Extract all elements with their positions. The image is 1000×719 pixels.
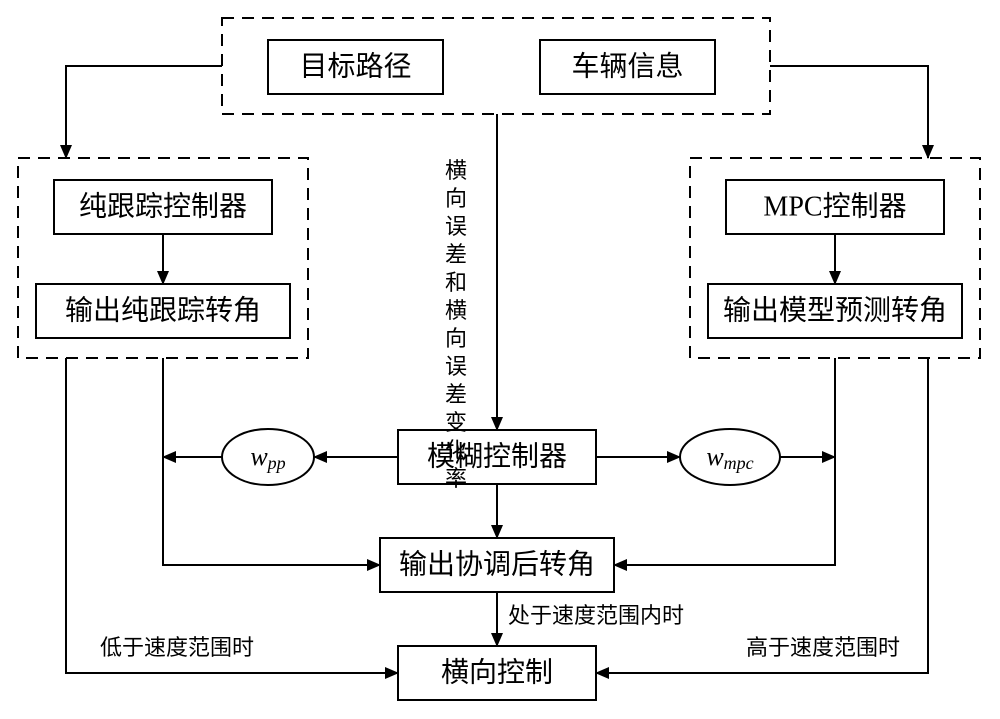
vertical-char: 向 [445, 326, 467, 351]
annotation-in_speed: 处于速度范围内时 [508, 603, 684, 628]
vertical-annotation: 横向误差和横向误差变化率 [445, 158, 467, 491]
node-target_path: 目标路径 [268, 40, 443, 94]
boxes-group: 目标路径 车辆信息纯跟踪控制器输出纯跟踪转角 MPC控制器输出模型预测转角模糊控制器… [36, 40, 962, 700]
node-lateral_control: 横向控制 [398, 646, 596, 700]
vertical-char: 化 [445, 438, 467, 463]
weight-wpp: wpp [222, 429, 314, 485]
node-pure_tracker: 纯跟踪控制器 [54, 180, 272, 234]
edge-top-to-right [770, 66, 928, 158]
vertical-char: 和 [445, 270, 467, 295]
vertical-char: 向 [445, 186, 467, 211]
edge-top-to-left [66, 66, 222, 158]
vertical-char: 率 [445, 466, 467, 491]
vertical-char: 横 [445, 158, 467, 183]
node-vehicle_info: 车辆信息 [540, 40, 715, 94]
node-label: 输出模型预测转角 [723, 294, 947, 326]
weight-wmpc: wmpc [680, 429, 780, 485]
node-pure_output: 输出纯跟踪转角 [36, 284, 290, 338]
node-fuzzy_controller: 模糊控制器 [398, 430, 596, 484]
node-mpc_output: 输出模型预测转角 [708, 284, 962, 338]
vertical-char: 误 [445, 354, 467, 379]
node-label: 输出纯跟踪转角 [65, 294, 261, 326]
annotation-high_speed: 高于速度范围时 [746, 635, 900, 660]
vertical-char: 差 [445, 382, 467, 407]
node-mpc_controller: MPC控制器 [726, 180, 944, 234]
node-label: 横向控制 [441, 656, 553, 688]
node-label: 输出协调后转角 [399, 548, 595, 580]
node-label: MPC控制器 [763, 190, 906, 222]
vertical-char: 误 [445, 214, 467, 239]
vertical-char: 差 [445, 242, 467, 267]
vertical-char: 变 [445, 410, 467, 435]
annotation-low_speed: 低于速度范围时 [100, 635, 254, 660]
node-label: 纯跟踪控制器 [79, 190, 247, 222]
node-coord_output: 输出协调后转角 [380, 538, 614, 592]
node-label: 目标路径 [299, 50, 411, 82]
node-label: 车辆信息 [571, 50, 683, 82]
flowchart-canvas: 目标路径 车辆信息纯跟踪控制器输出纯跟踪转角 MPC控制器输出模型预测转角模糊控制器… [0, 0, 1000, 719]
vertical-char: 横 [445, 298, 467, 323]
edge-left-to-lat [66, 358, 398, 673]
